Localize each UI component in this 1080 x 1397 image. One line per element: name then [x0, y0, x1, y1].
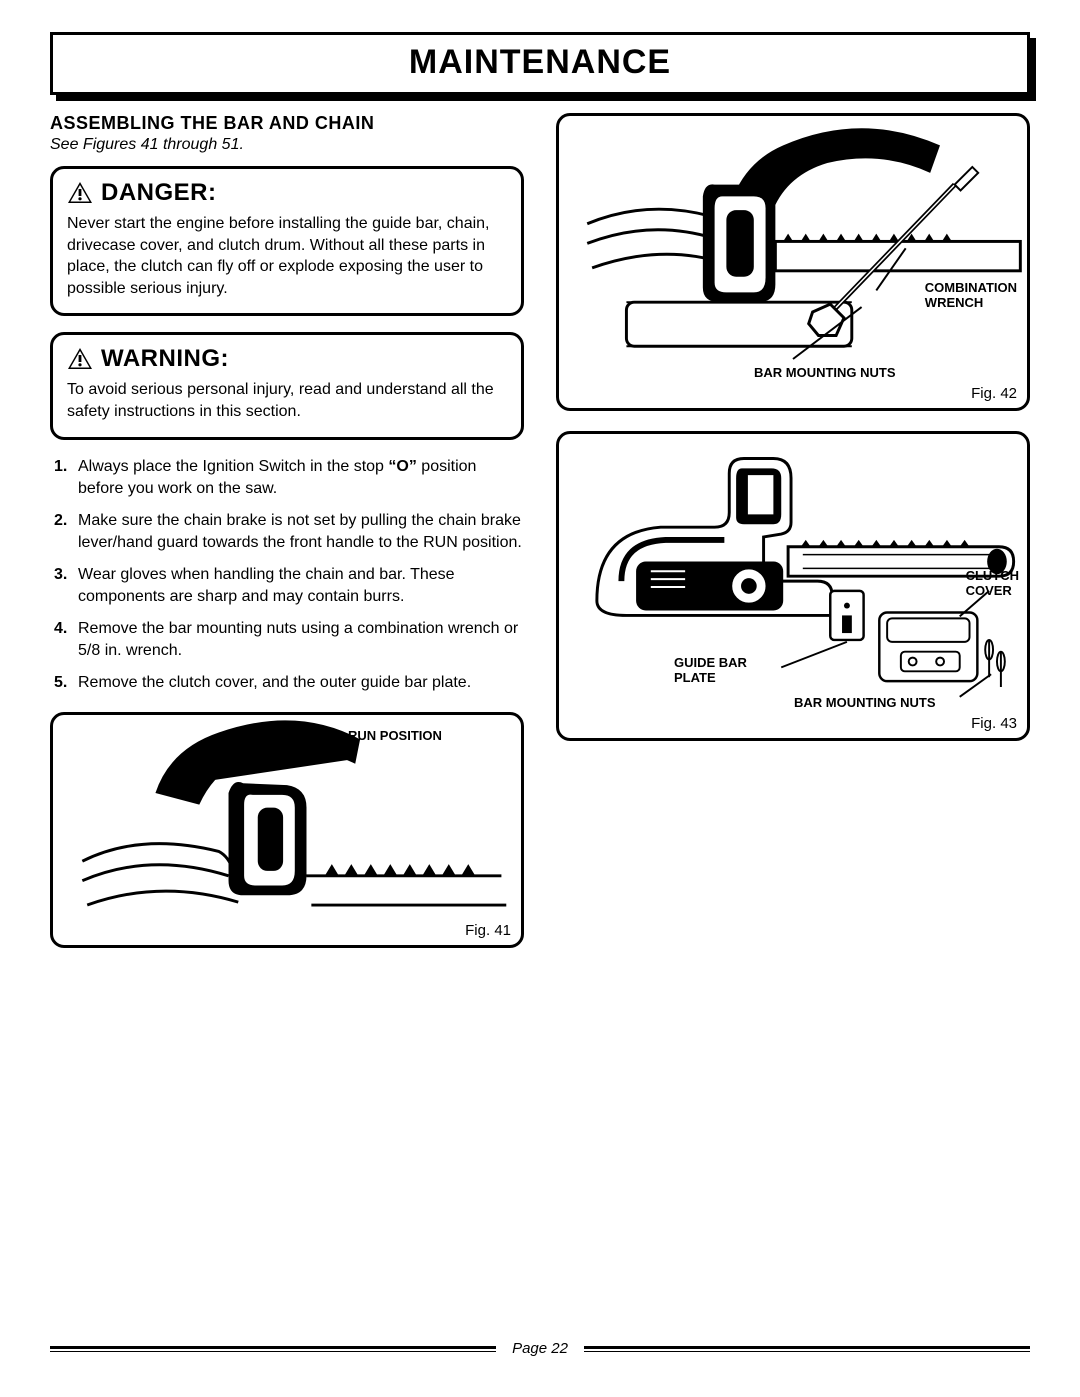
figure-43-label-guide-bar-plate: GUIDE BAR PLATE	[674, 656, 747, 686]
steps-list: Always place the Ignition Switch in the …	[50, 456, 524, 695]
figure-43-label-clutch-cover: CLUTCH COVER	[966, 569, 1019, 599]
step-item: Make sure the chain brake is not set by …	[54, 510, 524, 554]
figure-43: CLUTCH COVER GUIDE BAR PLATE BAR MOUNTIN…	[556, 431, 1030, 741]
figure-41-label-run-position: RUN POSITION	[348, 729, 442, 744]
page: MAINTENANCE ASSEMBLING THE BAR AND CHAIN…	[0, 0, 1080, 1397]
page-title-banner: MAINTENANCE	[50, 32, 1030, 95]
danger-header: DANGER:	[67, 179, 507, 207]
figure-41: RUN POSITION Fig. 41	[50, 712, 524, 948]
step-item: Remove the clutch cover, and the outer g…	[54, 672, 524, 694]
page-title: MAINTENANCE	[409, 43, 671, 81]
footer-rule-right	[584, 1346, 1030, 1352]
page-footer: Page 22	[50, 1340, 1030, 1357]
danger-title: DANGER:	[101, 179, 217, 207]
step-text: Always place the Ignition Switch in the …	[78, 458, 388, 475]
figure-42-label-combination-wrench: COMBINATION WRENCH	[925, 281, 1017, 311]
figure-43-caption: Fig. 43	[971, 715, 1017, 732]
warning-header: WARNING:	[67, 345, 507, 373]
warning-body: To avoid serious personal injury, read a…	[67, 379, 507, 422]
right-column: COMBINATION WRENCH BAR MOUNTING NUTS Fig…	[556, 113, 1030, 948]
step-item: Always place the Ignition Switch in the …	[54, 456, 524, 500]
see-figures-note: See Figures 41 through 51.	[50, 136, 524, 154]
step-text: Make sure the chain brake is not set by …	[78, 512, 522, 551]
step-text: Remove the clutch cover, and the outer g…	[78, 674, 471, 691]
footer-rule-left	[50, 1346, 496, 1352]
step-item: Wear gloves when handling the chain and …	[54, 564, 524, 608]
figure-41-illustration	[53, 715, 521, 945]
step-text: Remove the bar mounting nuts using a com…	[78, 620, 518, 659]
section-heading: ASSEMBLING THE BAR AND CHAIN	[50, 113, 524, 134]
alert-triangle-icon	[67, 347, 93, 371]
content-columns: ASSEMBLING THE BAR AND CHAIN See Figures…	[50, 113, 1030, 948]
step-bold: “O”	[388, 458, 416, 475]
warning-title: WARNING:	[101, 345, 229, 373]
figure-43-label-bar-mounting-nuts: BAR MOUNTING NUTS	[794, 696, 936, 711]
figure-43-illustration	[559, 434, 1027, 738]
alert-triangle-icon	[67, 181, 93, 205]
warning-callout: WARNING: To avoid serious personal injur…	[50, 332, 524, 439]
step-item: Remove the bar mounting nuts using a com…	[54, 618, 524, 662]
step-text: Wear gloves when handling the chain and …	[78, 566, 455, 605]
figure-42: COMBINATION WRENCH BAR MOUNTING NUTS Fig…	[556, 113, 1030, 411]
danger-body: Never start the engine before installing…	[67, 213, 507, 299]
danger-callout: DANGER: Never start the engine before in…	[50, 166, 524, 316]
left-column: ASSEMBLING THE BAR AND CHAIN See Figures…	[50, 113, 524, 948]
figure-42-caption: Fig. 42	[971, 385, 1017, 402]
page-number: Page 22	[512, 1340, 568, 1357]
figure-42-label-bar-mounting-nuts: BAR MOUNTING NUTS	[754, 366, 896, 381]
figure-41-caption: Fig. 41	[465, 922, 511, 939]
